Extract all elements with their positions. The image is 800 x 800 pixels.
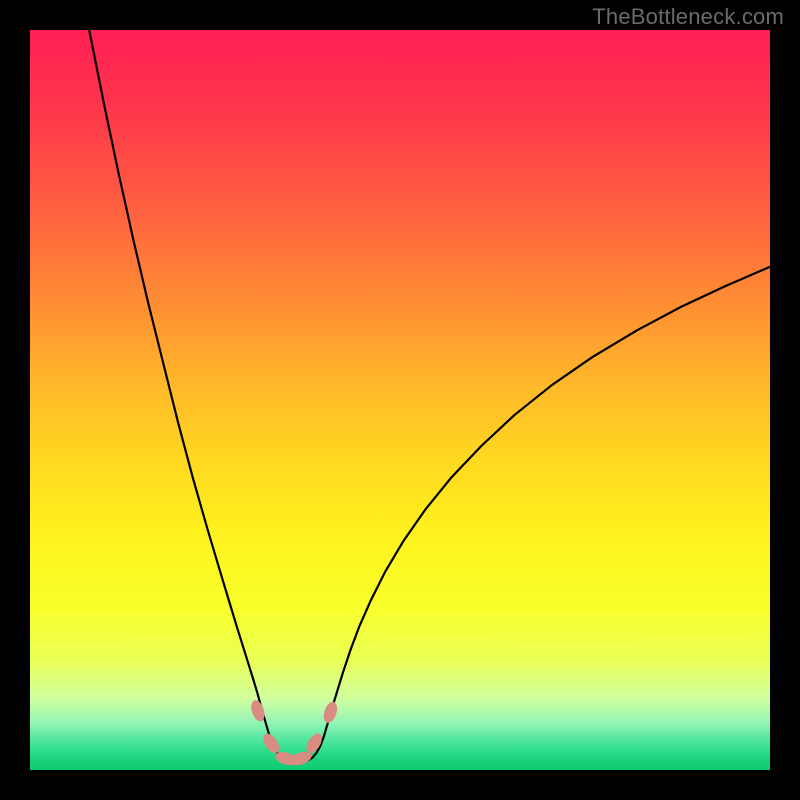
gradient-background — [30, 30, 770, 770]
chart-svg — [30, 30, 770, 770]
chart-frame: TheBottleneck.com — [0, 0, 800, 800]
plot-area — [30, 30, 770, 770]
watermark-text: TheBottleneck.com — [592, 4, 784, 30]
